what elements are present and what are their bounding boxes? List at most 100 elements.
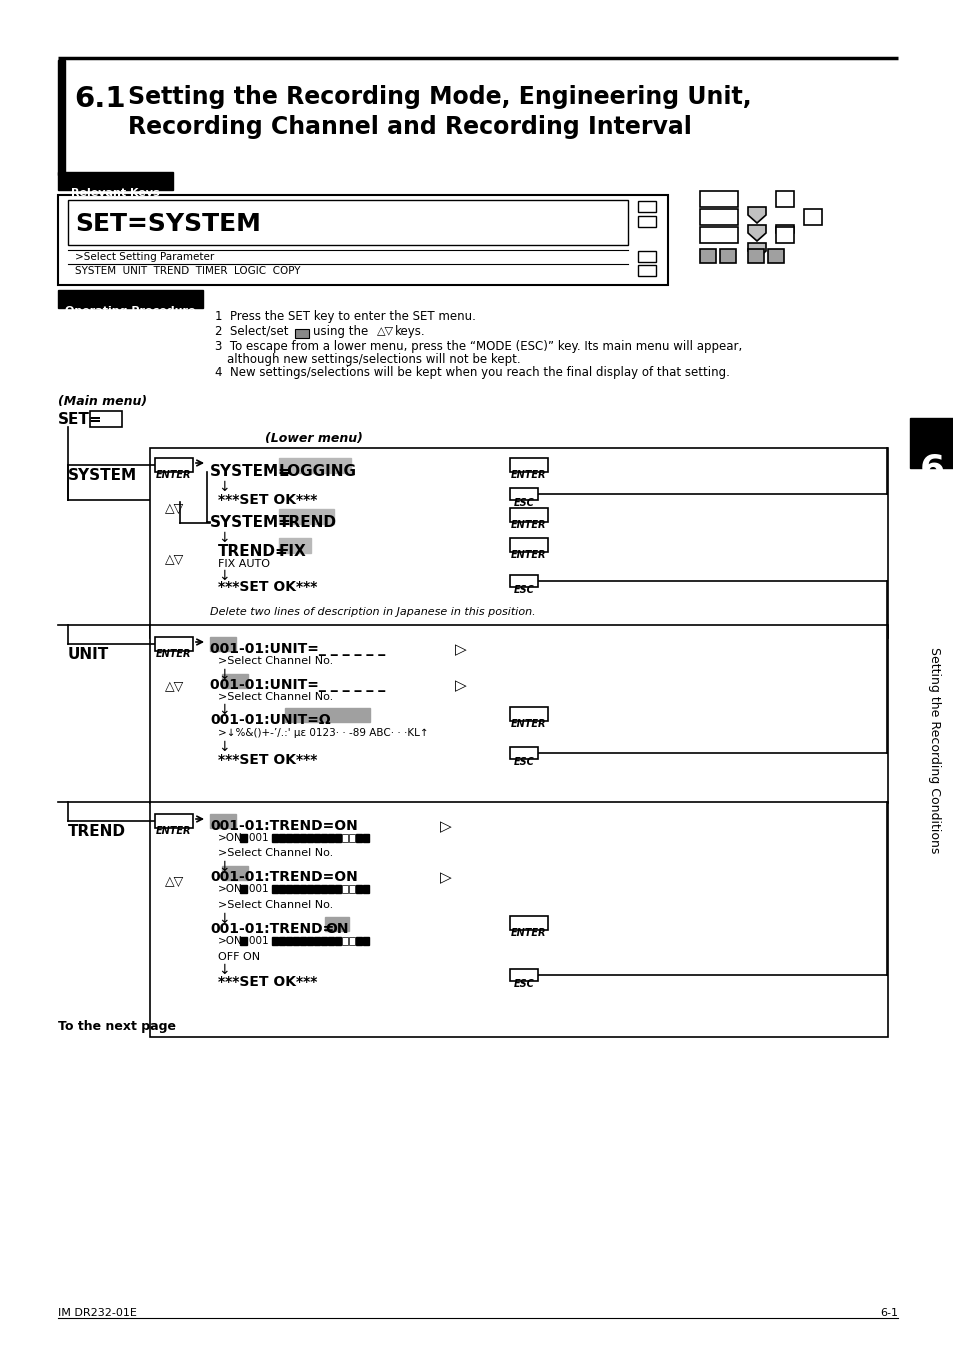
Bar <box>272 834 277 842</box>
Text: FIX AUTO: FIX AUTO <box>218 559 270 569</box>
Bar <box>349 885 355 893</box>
Bar <box>335 938 340 944</box>
Bar <box>314 938 319 944</box>
Bar <box>240 885 247 893</box>
Text: ▷: ▷ <box>455 678 466 693</box>
Text: although new settings/selections will not be kept.: although new settings/selections will no… <box>227 353 520 366</box>
Text: △▽: △▽ <box>165 680 184 693</box>
Text: 001: 001 <box>249 936 272 946</box>
Bar <box>320 834 327 842</box>
Text: TREND=: TREND= <box>218 544 289 559</box>
Text: ↓: ↓ <box>218 480 230 494</box>
Text: ENTER: ENTER <box>156 470 192 480</box>
Text: 001: 001 <box>249 834 272 843</box>
Text: Setting the Recording Mode, Engineering Unit,: Setting the Recording Mode, Engineering … <box>128 85 751 109</box>
Text: >Select Channel No.: >Select Channel No. <box>218 900 333 911</box>
Text: FIX: FIX <box>278 544 307 559</box>
Bar <box>150 626 887 802</box>
Bar <box>510 488 537 500</box>
Bar <box>363 885 369 893</box>
Text: 6: 6 <box>919 453 943 486</box>
Bar <box>510 916 547 929</box>
Bar <box>58 172 172 190</box>
Text: SET=SYSTEM: SET=SYSTEM <box>75 212 260 236</box>
Text: (Lower menu): (Lower menu) <box>265 432 362 444</box>
Text: >Select Channel No.: >Select Channel No. <box>218 657 333 666</box>
Bar <box>286 834 292 842</box>
Text: UNIT: UNIT <box>68 647 110 662</box>
Bar <box>341 885 348 893</box>
Bar <box>150 802 887 1038</box>
Text: 001-01:UNIT=_ _ _ _ _ _: 001-01:UNIT=_ _ _ _ _ _ <box>210 678 385 692</box>
Bar <box>363 834 369 842</box>
Text: >Select Channel No.: >Select Channel No. <box>218 848 333 858</box>
Text: ▷: ▷ <box>439 819 452 834</box>
Bar <box>341 938 348 944</box>
Text: 6.1: 6.1 <box>74 85 126 113</box>
Text: ↓: ↓ <box>218 531 230 544</box>
Text: SYSTEM=: SYSTEM= <box>210 515 292 530</box>
Text: ↓: ↓ <box>218 963 230 977</box>
Text: 2  Select/set: 2 Select/set <box>214 326 288 338</box>
Text: △▽: △▽ <box>165 503 184 515</box>
Bar <box>638 251 656 262</box>
Bar <box>510 969 537 981</box>
Bar <box>154 815 193 828</box>
Text: ENTER: ENTER <box>511 550 546 561</box>
Text: Relevant Keys: Relevant Keys <box>71 188 159 199</box>
Bar <box>747 249 763 263</box>
Bar <box>278 885 285 893</box>
Bar <box>293 885 298 893</box>
Text: 001-01:UNIT=Ω: 001-01:UNIT=Ω <box>210 713 331 727</box>
Text: TREND: TREND <box>278 515 336 530</box>
Text: OFF ON: OFF ON <box>218 952 260 962</box>
Bar <box>328 885 334 893</box>
Text: Recording Channel and Recording Interval: Recording Channel and Recording Interval <box>128 115 691 139</box>
Text: △▽: △▽ <box>165 553 184 566</box>
Polygon shape <box>747 243 765 259</box>
Bar <box>154 638 193 651</box>
Text: ENTER: ENTER <box>156 648 192 659</box>
Text: >ON: >ON <box>218 834 242 843</box>
Text: 001-01:TREND=ON: 001-01:TREND=ON <box>210 870 357 884</box>
Bar <box>58 59 65 176</box>
Bar <box>58 195 667 285</box>
Text: ON: ON <box>325 921 348 936</box>
Bar <box>328 834 334 842</box>
Text: ↓: ↓ <box>218 569 230 584</box>
Bar <box>240 834 247 842</box>
Text: 001-01:TREND=ON: 001-01:TREND=ON <box>210 819 357 834</box>
Text: ***SET OK***: ***SET OK*** <box>218 753 317 767</box>
Text: ***SET OK***: ***SET OK*** <box>218 493 317 507</box>
Bar <box>355 834 361 842</box>
Text: 001-01:UNIT=_ _ _ _ _ _: 001-01:UNIT=_ _ _ _ _ _ <box>210 642 385 657</box>
Text: using the: using the <box>313 326 368 338</box>
Bar <box>775 227 793 243</box>
Bar <box>314 834 319 842</box>
Text: △▽: △▽ <box>165 875 184 888</box>
Text: Delete two lines of description in Japanese in this position.: Delete two lines of description in Japan… <box>210 607 535 617</box>
Bar <box>320 938 327 944</box>
Text: SYSTEM: SYSTEM <box>68 467 137 484</box>
Bar <box>307 938 313 944</box>
Bar <box>314 885 319 893</box>
Bar <box>510 576 537 586</box>
Text: IM DR232-01E: IM DR232-01E <box>58 1308 136 1319</box>
Text: ***SET OK***: ***SET OK*** <box>218 975 317 989</box>
Bar <box>299 885 306 893</box>
Text: To the next page: To the next page <box>58 1020 175 1034</box>
Text: >Select Channel No.: >Select Channel No. <box>218 692 333 703</box>
Bar <box>349 834 355 842</box>
Text: ↓: ↓ <box>218 861 230 874</box>
Bar <box>210 815 235 828</box>
Text: SET=: SET= <box>58 412 103 427</box>
Bar <box>307 885 313 893</box>
Bar <box>278 938 285 944</box>
Bar <box>278 509 334 524</box>
Bar <box>349 938 355 944</box>
Text: >Select Setting Parameter: >Select Setting Parameter <box>75 253 214 262</box>
Bar <box>803 209 821 226</box>
Bar <box>154 458 193 471</box>
Text: TREND: TREND <box>68 824 126 839</box>
Bar <box>510 458 547 471</box>
